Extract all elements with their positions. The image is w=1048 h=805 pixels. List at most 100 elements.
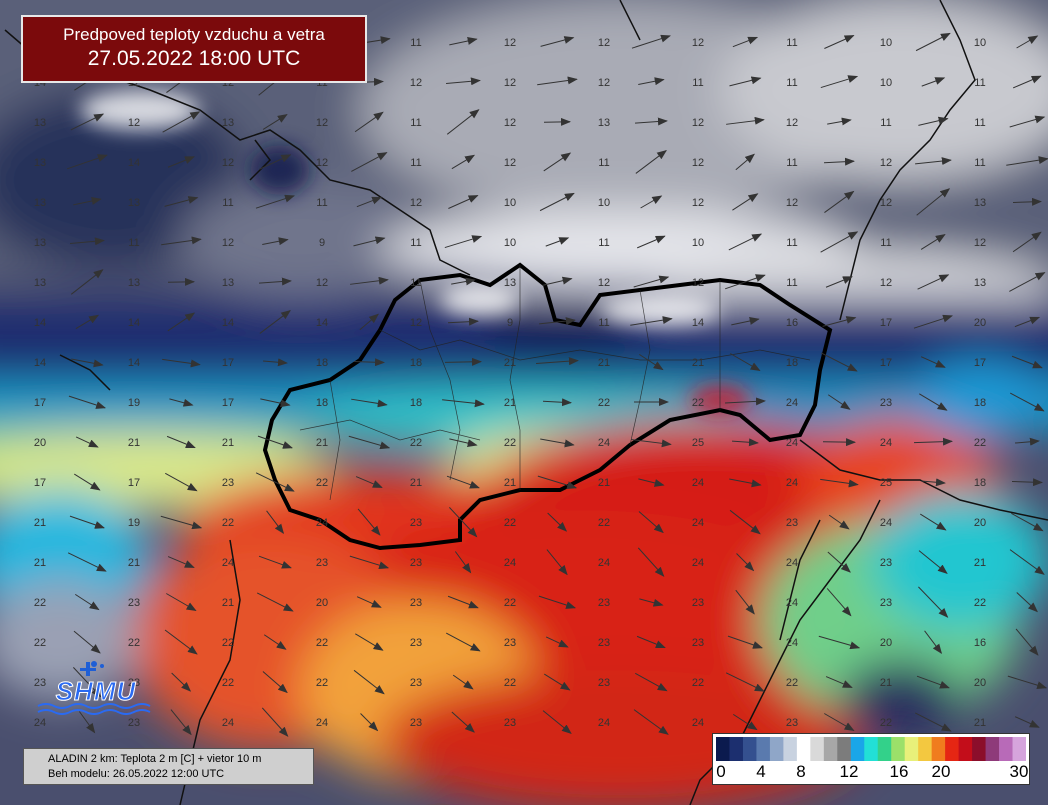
wind-arrow xyxy=(166,593,197,612)
temperature-label: 12 xyxy=(692,117,704,129)
temperature-label: 21 xyxy=(974,717,986,729)
temperature-label: 11 xyxy=(692,77,703,89)
wind-arrow xyxy=(631,34,671,49)
temperature-label: 12 xyxy=(504,77,516,89)
wind-arrow xyxy=(262,237,289,246)
wind-arrow xyxy=(636,635,666,649)
temperature-label: 23 xyxy=(880,397,892,409)
wind-arrow xyxy=(255,472,295,492)
temperature-label: 13 xyxy=(222,117,234,129)
temperature-label: 24 xyxy=(598,557,610,569)
temperature-label: 13 xyxy=(974,197,986,209)
wind-arrow xyxy=(1015,628,1039,656)
wind-arrow xyxy=(74,473,101,491)
temperature-label: 10 xyxy=(504,197,516,209)
wind-arrow xyxy=(638,77,665,86)
temperature-label: 24 xyxy=(786,397,798,409)
wind-arrow xyxy=(444,357,482,366)
temperature-label: 20 xyxy=(974,317,986,329)
wind-arrow xyxy=(726,116,765,125)
temperature-label: 24 xyxy=(222,717,234,729)
wind-arrow xyxy=(735,589,755,615)
wind-arrow xyxy=(827,551,851,573)
svg-text:SHMU: SHMU xyxy=(56,676,137,706)
temperature-label: 10 xyxy=(880,77,892,89)
temperature-label: 11 xyxy=(598,317,609,329)
wind-arrow xyxy=(536,357,579,366)
wind-arrow xyxy=(635,117,668,126)
wind-arrow xyxy=(171,672,192,692)
temperature-label: 13 xyxy=(34,237,46,249)
wind-arrow xyxy=(1016,35,1039,49)
temperature-label: 23 xyxy=(598,637,610,649)
temperature-label: 18 xyxy=(316,357,328,369)
temperature-label: 18 xyxy=(316,397,328,409)
wind-arrow xyxy=(630,316,673,326)
wind-arrow xyxy=(351,398,388,408)
wind-arrow xyxy=(262,114,288,130)
wind-arrow xyxy=(356,596,382,608)
temperature-label: 23 xyxy=(880,557,892,569)
temperature-label: 10 xyxy=(692,237,704,249)
legend-swatch xyxy=(850,737,865,761)
wind-arrow xyxy=(162,111,201,133)
wind-arrow xyxy=(539,317,576,326)
wind-arrow xyxy=(538,595,577,609)
wind-arrow xyxy=(169,398,194,407)
wind-arrow xyxy=(918,586,949,618)
wind-arrow xyxy=(451,154,476,170)
wind-arrow xyxy=(446,77,481,86)
temperature-label: 11 xyxy=(410,237,421,249)
temperature-label: 21 xyxy=(598,357,610,369)
wind-arrow xyxy=(730,353,761,372)
temperature-label: 12 xyxy=(880,157,892,169)
temperature-label: 10 xyxy=(880,37,892,49)
temperature-label: 22 xyxy=(880,717,892,729)
wind-arrow xyxy=(639,598,664,607)
temperature-label: 12 xyxy=(880,197,892,209)
temperature-label: 24 xyxy=(786,597,798,609)
wind-arrow xyxy=(822,438,856,447)
legend-swatch xyxy=(864,737,879,761)
wind-arrow xyxy=(820,478,859,488)
temperature-label: 21 xyxy=(128,437,140,449)
wind-arrow xyxy=(451,711,475,733)
wind-arrow xyxy=(736,553,755,572)
temperature-label: 17 xyxy=(974,357,986,369)
temperature-label: 23 xyxy=(128,597,140,609)
district-borders xyxy=(299,265,811,501)
temperature-label: 14 xyxy=(34,317,46,329)
wind-arrow xyxy=(540,36,575,47)
temperature-label: 21 xyxy=(410,477,422,489)
wind-arrow xyxy=(822,316,857,327)
temperature-label: 14 xyxy=(222,317,234,329)
temperature-label: 17 xyxy=(34,477,46,489)
temperature-label: 11 xyxy=(410,277,421,289)
temperature-label: 12 xyxy=(222,237,234,249)
temperature-label: 21 xyxy=(504,357,516,369)
legend-swatch xyxy=(729,737,744,761)
wind-arrow xyxy=(918,550,948,574)
wind-arrow xyxy=(636,235,666,249)
temperature-label: 19 xyxy=(128,517,140,529)
temperature-label: 11 xyxy=(410,37,421,49)
wind-arrow xyxy=(1016,592,1038,613)
wind-arrow xyxy=(454,551,472,574)
model-run-time: Beh modelu: 26.05.2022 12:00 UTC xyxy=(48,768,225,780)
temperature-label: 11 xyxy=(316,77,327,89)
wind-arrow xyxy=(924,630,943,654)
temperature-label: 22 xyxy=(692,677,704,689)
temperature-label: 12 xyxy=(692,277,704,289)
temperature-label: 23 xyxy=(410,637,422,649)
wind-arrow xyxy=(445,632,481,652)
wind-arrow xyxy=(353,236,386,247)
wind-arrow xyxy=(921,478,946,487)
wind-arrow xyxy=(259,309,291,334)
temperature-label: 13 xyxy=(598,117,610,129)
temperature-label: 11 xyxy=(410,157,421,169)
wind-arrow xyxy=(920,513,947,531)
wind-arrow xyxy=(824,35,855,49)
temperature-label: 22 xyxy=(504,677,516,689)
temperature-label: 20 xyxy=(880,637,892,649)
temperature-label: 24 xyxy=(316,517,328,529)
